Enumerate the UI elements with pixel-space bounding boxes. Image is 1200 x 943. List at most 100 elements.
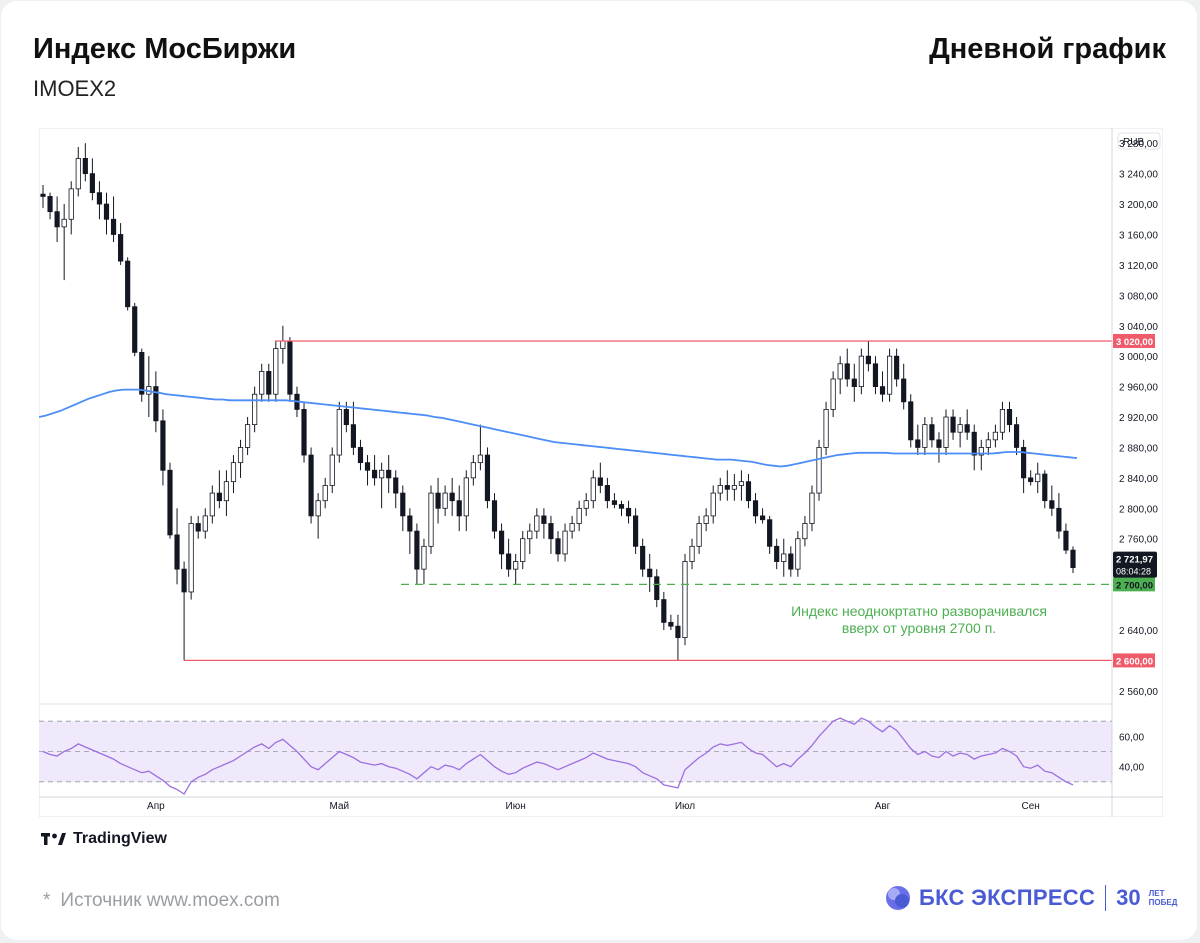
candle-body [802, 523, 808, 540]
overlay: Индекс неоднокртатно разворачивалсявверх… [791, 603, 1047, 636]
candle-body [985, 439, 991, 448]
candle-body [661, 599, 667, 623]
candle-body [470, 462, 476, 479]
candle-body [618, 504, 625, 509]
level-price-label: 2 600,00 [1116, 656, 1153, 667]
candle-body [682, 561, 688, 638]
y-tick-label: 3 120,00 [1119, 261, 1158, 272]
candle-body [583, 500, 589, 509]
source-text: Источник www.moex.com [60, 890, 280, 911]
candle-body [1035, 473, 1041, 483]
anniversary-line1: ЛЕТ [1148, 889, 1165, 898]
candle-body [929, 424, 935, 441]
candle-body [54, 211, 60, 228]
candle-body [386, 469, 392, 479]
candle-body [61, 218, 67, 228]
candle-body [301, 409, 307, 456]
candle-body [541, 515, 547, 524]
currency-label: RUB [1123, 137, 1144, 148]
candle-body [195, 523, 201, 532]
candle-body [633, 515, 639, 547]
candle-body [237, 447, 244, 464]
candle-body [830, 378, 836, 410]
bks-brand-name: БКС ЭКСПРЕСС [919, 885, 1096, 910]
candle-body [414, 530, 420, 570]
y-tick-label: 2 560,00 [1119, 687, 1158, 698]
candle-body [724, 485, 730, 490]
level-price-badge [1113, 577, 1155, 592]
candle-body [513, 561, 519, 570]
candle-body [992, 431, 998, 441]
annotation-line2: вверх от уровня 2700 п. [842, 620, 996, 636]
candle-body [809, 492, 815, 524]
candle-body [491, 500, 498, 532]
candle-body [562, 530, 568, 555]
candle-body [463, 477, 469, 517]
y-tick-label: 2 640,00 [1119, 626, 1158, 637]
candle-body [534, 515, 540, 532]
candle-body [710, 492, 716, 517]
candle-body [153, 386, 159, 422]
candle-body [1063, 530, 1069, 551]
candle-body [816, 447, 822, 494]
y-tick-label: 3 080,00 [1119, 291, 1158, 302]
candle-body [188, 523, 194, 593]
brand-separator [1105, 885, 1107, 911]
candle-body [823, 409, 829, 448]
time-axis[interactable]: Апр Май Июн Июл Авг Сен [39, 796, 1163, 812]
candle-body [872, 363, 879, 387]
candle-body [555, 538, 561, 555]
candle-body [548, 523, 554, 540]
chart-title: Индекс МосБиржи [33, 33, 297, 65]
level-price-badge [1113, 653, 1155, 668]
candle-body [252, 393, 258, 426]
level-price-label: 3 020,00 [1116, 337, 1153, 348]
candle-body [118, 234, 124, 262]
candle-body [964, 424, 970, 433]
y-tick-label: 2 880,00 [1119, 443, 1158, 454]
candle-body [139, 351, 145, 395]
candle-body [287, 340, 293, 395]
rsi-tick-label: 40,00 [1119, 763, 1144, 774]
x-tick-label: Июл [675, 801, 695, 812]
candle-body [999, 409, 1006, 433]
candle-body [484, 454, 491, 502]
candle-body [350, 424, 356, 448]
candle-body [647, 568, 653, 578]
candle-body [329, 454, 335, 486]
candle-body [781, 553, 787, 562]
candle-body [89, 173, 95, 194]
candle-body [449, 492, 455, 502]
candle-body [957, 424, 963, 433]
anniversary-text: ЛЕТ ПОБЕД [1149, 889, 1178, 907]
rsi-line [42, 717, 1074, 795]
timeframe-title: Дневной график [929, 33, 1166, 65]
tradingview-wordmark: TradingView [73, 830, 167, 847]
candle-body [174, 534, 180, 570]
price-pane [38, 143, 1112, 705]
candle-body [597, 477, 603, 486]
x-tick-label: Апр [147, 801, 165, 812]
candle-body [844, 363, 850, 380]
y-tick-label: 3 200,00 [1119, 200, 1158, 211]
candle-body [421, 545, 427, 570]
candle-body [357, 447, 364, 464]
candle-body [132, 306, 138, 353]
anniversary-line2: ПОБЕД [1148, 898, 1178, 907]
level-price-label: 2 700,00 [1116, 580, 1153, 591]
candle-body [167, 469, 173, 536]
candle-body [506, 553, 512, 570]
candle-body [886, 355, 893, 395]
candle-body [407, 515, 413, 532]
candle-body [47, 196, 53, 213]
candle-body [611, 500, 618, 505]
candle-body [498, 530, 505, 555]
candle-body [181, 568, 187, 593]
y-tick-label: 3 160,00 [1119, 230, 1158, 241]
level-price-badge [1113, 333, 1155, 348]
candle-body [731, 485, 737, 490]
candle-body [865, 355, 871, 365]
candle-body [308, 454, 314, 517]
candle-body [442, 492, 448, 509]
